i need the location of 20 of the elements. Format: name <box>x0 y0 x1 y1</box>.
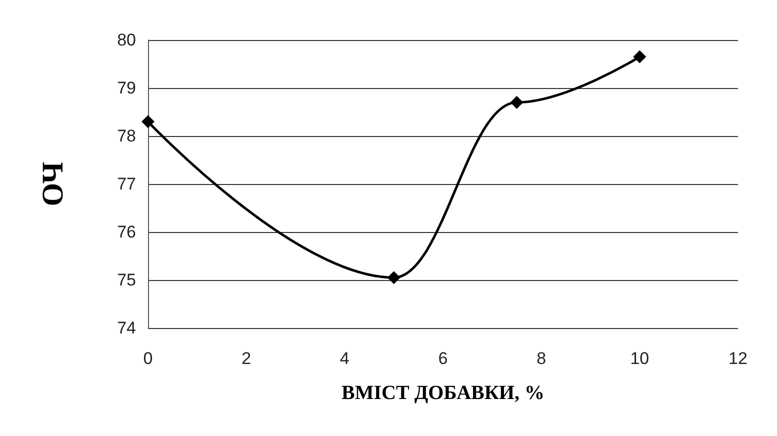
x-tick-label: 12 <box>728 349 748 368</box>
x-tick-label: 0 <box>143 349 153 368</box>
x-tick-label: 2 <box>242 349 252 368</box>
x-tick-label: 8 <box>536 349 546 368</box>
y-axis-title: ОЧ <box>36 162 70 206</box>
y-tick-label: 79 <box>117 78 136 98</box>
point <box>142 115 154 128</box>
y-tick-label: 75 <box>117 270 136 290</box>
y-tick-label: 77 <box>117 174 136 194</box>
point <box>387 271 400 284</box>
y-tick-label: 74 <box>117 318 136 338</box>
x-tick-label: 10 <box>630 349 650 368</box>
x-tick-label: 6 <box>438 349 448 368</box>
y-tick-label: 80 <box>117 30 136 50</box>
x-axis-title: ВМІСТ ДОБАВКИ, % <box>342 382 544 404</box>
point <box>633 50 646 64</box>
x-tick-label: 4 <box>340 349 350 368</box>
point <box>510 96 524 109</box>
y-tick-label: 76 <box>117 222 136 242</box>
y-tick-label: 78 <box>117 126 136 146</box>
